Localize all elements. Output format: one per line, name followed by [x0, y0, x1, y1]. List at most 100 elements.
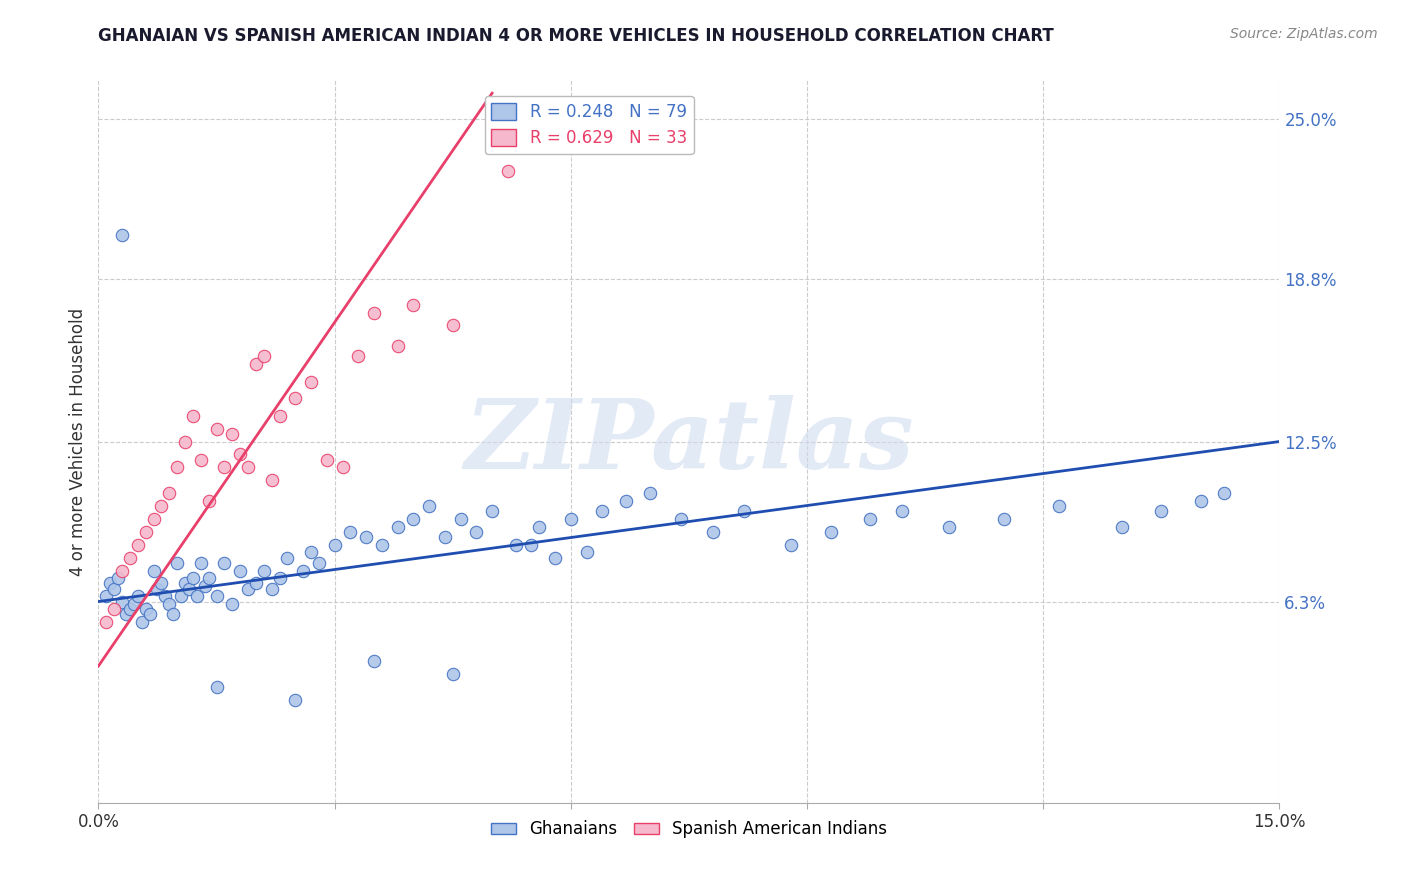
Point [96, 615, 118, 630]
Point [591, 504, 613, 518]
Point [170, 590, 193, 604]
Point [402, 512, 425, 526]
Point [205, 680, 228, 694]
Point [142, 564, 165, 578]
Point [890, 504, 912, 518]
Point [245, 357, 267, 371]
Point [363, 305, 385, 319]
Point [292, 564, 315, 578]
Point [150, 499, 173, 513]
Point [614, 494, 637, 508]
Point [253, 564, 276, 578]
Point [402, 298, 425, 312]
Point [441, 666, 464, 681]
Point [465, 524, 488, 539]
Point [993, 512, 1015, 526]
Point [166, 460, 188, 475]
Point [190, 556, 212, 570]
Point [122, 597, 145, 611]
Point [433, 530, 456, 544]
Point [269, 409, 291, 423]
Point [299, 375, 322, 389]
Point [115, 607, 138, 622]
Point [354, 530, 377, 544]
Point [481, 504, 503, 518]
Point [1047, 499, 1070, 513]
Point [323, 538, 346, 552]
Text: ZIPatlas: ZIPatlas [464, 394, 914, 489]
Point [111, 564, 134, 578]
Point [339, 524, 361, 539]
Point [859, 512, 882, 526]
Point [371, 538, 394, 552]
Point [253, 350, 276, 364]
Point [194, 579, 217, 593]
Point [229, 447, 252, 461]
Point [135, 602, 157, 616]
Point [938, 519, 960, 533]
Point [1150, 504, 1173, 518]
Point [441, 318, 464, 333]
Point [450, 512, 472, 526]
Point [150, 576, 173, 591]
Point [103, 602, 125, 616]
Point [529, 519, 551, 533]
Point [820, 524, 842, 539]
Point [496, 163, 519, 178]
Point [284, 391, 307, 405]
Point [308, 556, 330, 570]
Point [174, 576, 197, 591]
Point [221, 597, 243, 611]
Point [111, 594, 134, 608]
Point [315, 452, 337, 467]
Y-axis label: 4 or more Vehicles in Household: 4 or more Vehicles in Household [69, 308, 87, 575]
Point [284, 692, 307, 706]
Point [560, 512, 582, 526]
Point [347, 350, 370, 364]
Text: Source: ZipAtlas.com: Source: ZipAtlas.com [1230, 27, 1378, 41]
Point [1111, 519, 1133, 533]
Point [733, 504, 755, 518]
Point [162, 607, 184, 622]
Point [181, 409, 204, 423]
Point [118, 550, 141, 565]
Point [157, 486, 180, 500]
Point [155, 590, 177, 604]
Point [197, 571, 219, 585]
Point [197, 494, 219, 508]
Point [299, 545, 322, 559]
Point [236, 460, 259, 475]
Point [205, 422, 228, 436]
Point [146, 582, 169, 596]
Point [418, 499, 440, 513]
Point [387, 339, 409, 353]
Point [157, 597, 180, 611]
Point [131, 615, 153, 630]
Point [127, 590, 149, 604]
Point [103, 582, 125, 596]
Point [135, 524, 157, 539]
Point [138, 607, 160, 622]
Legend: Ghanaians, Spanish American Indians: Ghanaians, Spanish American Indians [484, 814, 894, 845]
Point [520, 538, 543, 552]
Point [127, 538, 149, 552]
Point [245, 576, 267, 591]
Point [111, 228, 134, 243]
Point [260, 473, 283, 487]
Point [702, 524, 724, 539]
Point [142, 512, 165, 526]
Point [221, 426, 243, 441]
Point [229, 564, 252, 578]
Point [638, 486, 661, 500]
Point [181, 571, 204, 585]
Point [575, 545, 598, 559]
Point [186, 590, 208, 604]
Point [332, 460, 354, 475]
Text: GHANAIAN VS SPANISH AMERICAN INDIAN 4 OR MORE VEHICLES IN HOUSEHOLD CORRELATION : GHANAIAN VS SPANISH AMERICAN INDIAN 4 OR… [98, 27, 1054, 45]
Point [1213, 486, 1236, 500]
Point [276, 550, 298, 565]
Point [269, 571, 291, 585]
Point [214, 556, 236, 570]
Point [669, 512, 692, 526]
Point [505, 538, 527, 552]
